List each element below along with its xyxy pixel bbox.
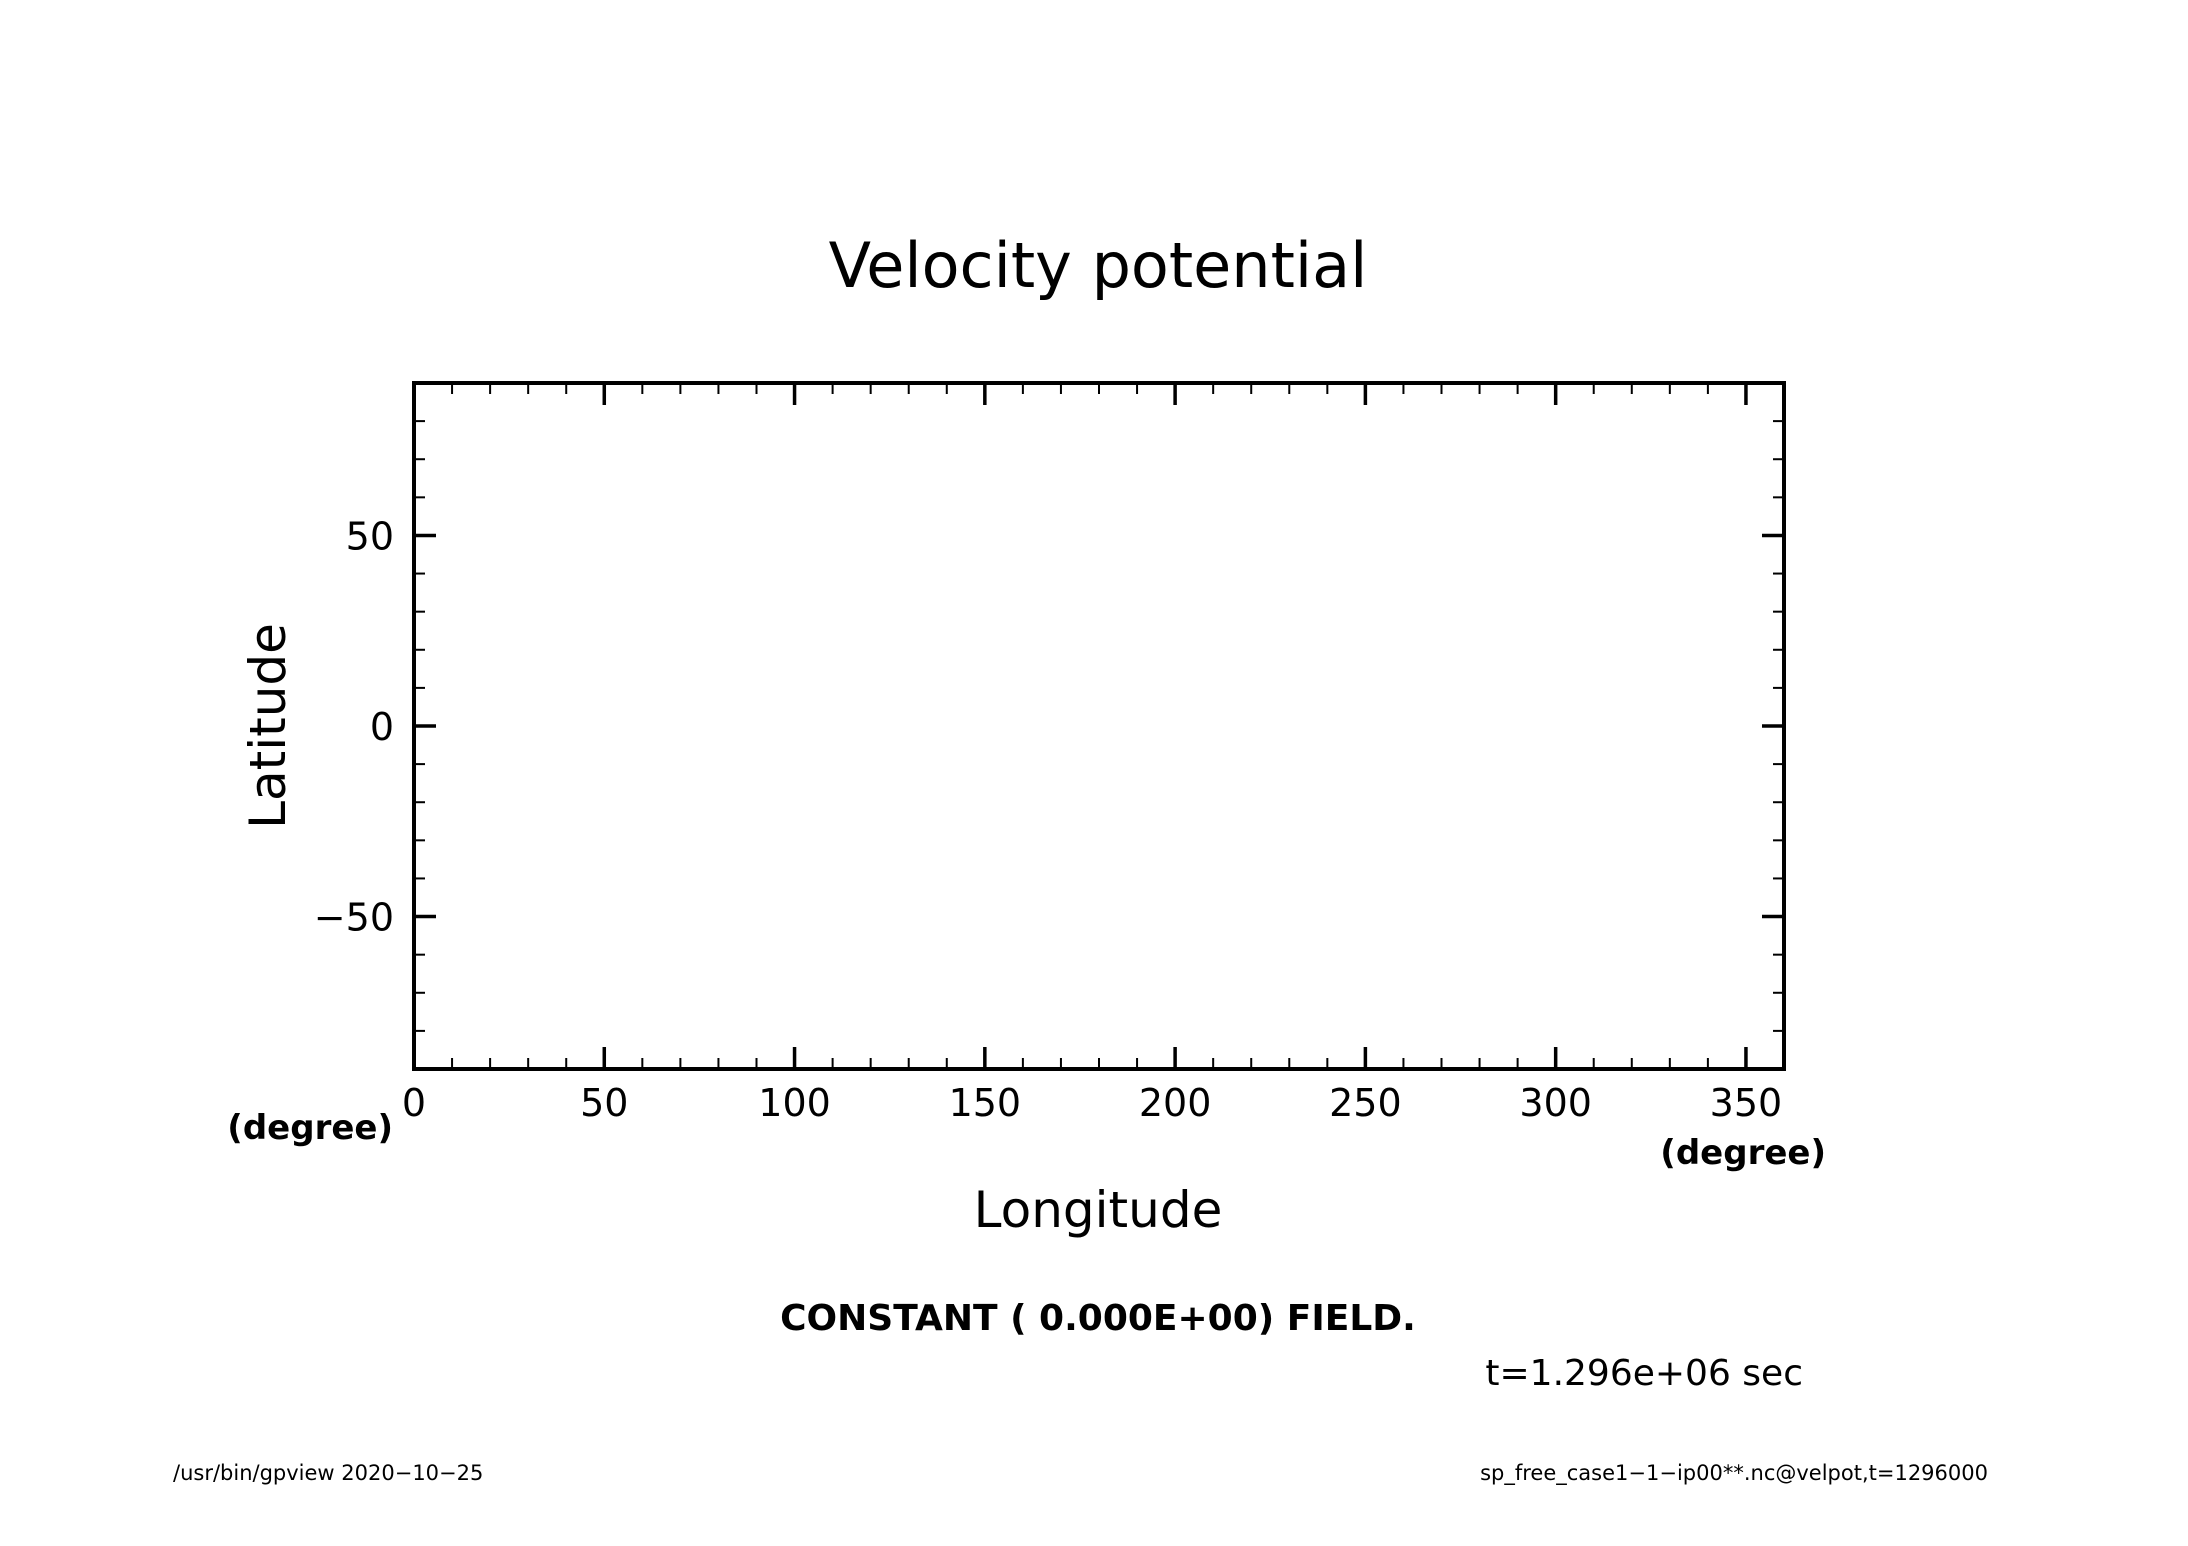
x-axis-title: Longitude <box>974 1181 1223 1239</box>
x-tick-label: 300 <box>1519 1081 1592 1125</box>
x-tick-label: 150 <box>949 1081 1022 1125</box>
axis-ticks <box>412 383 1785 1069</box>
x-tick-label: 100 <box>758 1081 831 1125</box>
footer-program-date: /usr/bin/gpview 2020−10−25 <box>173 1461 483 1485</box>
x-tick-label: 350 <box>1710 1081 1783 1125</box>
plot-frame <box>412 381 1786 1071</box>
time-label: t=1.296e+06 sec <box>1485 1353 1803 1394</box>
y-axis-unit: (degree) <box>227 1108 393 1148</box>
chart-title: Velocity potential <box>829 229 1368 302</box>
constant-field-note: CONSTANT ( 0.000E+00) FIELD. <box>780 1298 1416 1339</box>
y-tick-label: −50 <box>314 896 394 940</box>
y-axis-title: Latitude <box>239 623 297 829</box>
x-tick-label: 200 <box>1139 1081 1212 1125</box>
y-tick-label: 0 <box>370 705 394 749</box>
x-axis-unit: (degree) <box>1660 1133 1826 1173</box>
axis-tick-labels: 0 50 100 150 200 250 300 350 −50 0 50 <box>314 514 1782 1125</box>
x-tick-label: 0 <box>402 1081 426 1125</box>
x-tick-label: 50 <box>580 1081 628 1125</box>
x-tick-label: 250 <box>1329 1081 1402 1125</box>
footer-source-file: sp_free_case1−1−ip00**.nc@velpot,t=12960… <box>1480 1461 1988 1486</box>
y-tick-label: 50 <box>346 514 394 558</box>
